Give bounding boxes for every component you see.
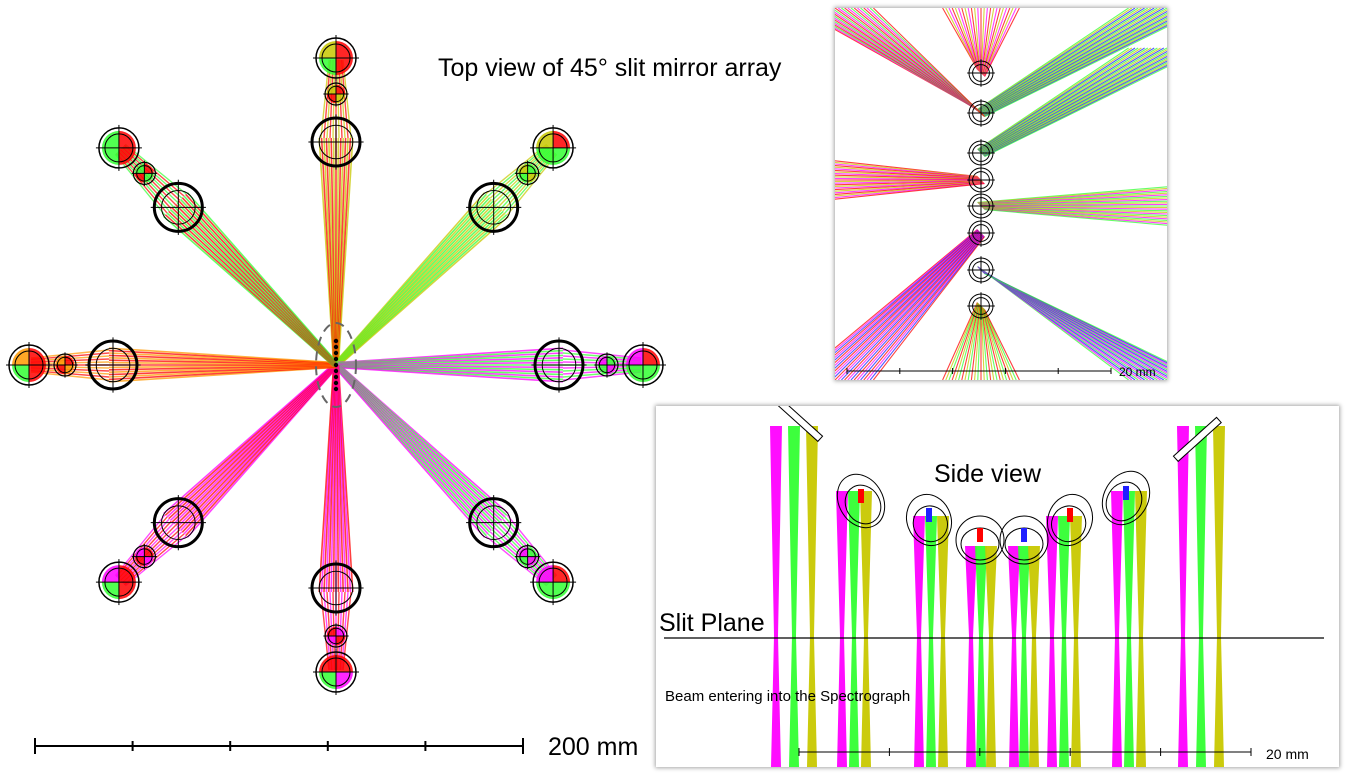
side-beam-group-2 <box>913 516 949 767</box>
large-mirror-1 <box>466 179 522 235</box>
side-view-beams <box>770 426 1225 767</box>
main-title: Top view of 45° slit mirror array <box>438 54 782 82</box>
slit-mirror-dot <box>333 362 339 368</box>
slit-plane-label: Slit Plane <box>659 609 765 637</box>
large-mirror-6 <box>85 337 141 393</box>
side-slit-mirror-4 <box>1046 493 1094 547</box>
side-beam-group-6 <box>1111 491 1147 767</box>
inset-scale-bar <box>846 368 1112 374</box>
inset-slit-mirror-1 <box>967 99 995 127</box>
outer-mirror-3 <box>530 559 577 606</box>
side-slit-mirror-2 <box>955 515 1005 565</box>
outer-mirror-0 <box>313 35 359 81</box>
slit-mirror-dot <box>333 350 339 356</box>
small-mirror-7 <box>131 160 158 187</box>
outer-mirror-2 <box>620 342 666 388</box>
inset-bundle-6 <box>977 265 1167 380</box>
side-scale-bar <box>798 748 1252 756</box>
outer-mirror-6 <box>6 342 52 388</box>
small-mirror-2 <box>594 352 620 378</box>
slit-mirror-dot <box>333 344 339 350</box>
side-beam-group-3 <box>965 546 997 767</box>
side-view-diagram <box>664 406 1324 767</box>
large-mirror-2 <box>531 337 587 393</box>
inset-scale-label: 20 mm <box>1119 365 1156 379</box>
inset-bundle-5 <box>835 228 986 380</box>
left-fold-mirror <box>774 406 824 443</box>
inset-slit-mirror-0 <box>967 59 995 87</box>
side-view-title: Side view <box>934 460 1041 488</box>
inset-ray-bundles <box>835 8 1167 380</box>
inset-slit-mirror-6 <box>967 256 995 284</box>
inset-bundle-3 <box>835 160 985 200</box>
side-slit-mirror-0 <box>836 473 886 529</box>
small-mirror-3 <box>514 543 541 570</box>
inset-slit-mirror-5 <box>967 219 995 247</box>
side-view-inset: Side view Slit Plane Beam entering into … <box>656 406 1339 767</box>
side-slit-mirror-1 <box>905 493 953 547</box>
small-mirror-6 <box>52 352 78 378</box>
slit-mirror-dot <box>333 380 339 386</box>
top-view-diagram <box>6 35 666 754</box>
large-mirror-4 <box>308 560 364 616</box>
top-view-zoom-inset: 20 mm <box>835 8 1167 380</box>
inset-slit-mirror-7 <box>967 292 995 320</box>
side-slit-mirror-3 <box>999 515 1049 565</box>
inset-slit-mirror-2 <box>967 139 995 167</box>
small-mirror-1 <box>514 160 541 187</box>
zoom-inset-diagram <box>835 8 1167 380</box>
large-mirror-3 <box>466 495 522 551</box>
slit-mirror-dot <box>333 386 339 392</box>
side-scale-label: 20 mm <box>1266 746 1309 762</box>
inset-bundle-4 <box>977 186 1167 226</box>
inset-slit-mirror-3 <box>967 166 995 194</box>
right-fold-mirror <box>1172 416 1222 463</box>
main-scale-label: 200 mm <box>548 733 639 761</box>
outer-mirror-1 <box>530 124 577 171</box>
side-beam-group-1 <box>836 491 872 767</box>
large-mirror-5 <box>150 495 206 551</box>
inset-bundle-2 <box>835 8 985 117</box>
small-mirror-0 <box>323 81 349 107</box>
outer-mirror-5 <box>95 559 142 606</box>
side-slit-mirror-5 <box>1101 470 1151 526</box>
outer-mirror-4 <box>313 649 359 695</box>
side-beam-group-0 <box>770 426 818 767</box>
slit-mirror-dot <box>333 356 339 362</box>
side-beam-group-5 <box>1046 516 1082 767</box>
slit-mirror-dot <box>333 338 339 344</box>
slit-mirror-dot <box>333 374 339 380</box>
small-mirror-5 <box>131 543 158 570</box>
large-mirror-0 <box>308 114 364 170</box>
inset-bundle-1 <box>977 47 1167 158</box>
inset-bundle-0 <box>977 8 1167 118</box>
large-mirror-7 <box>150 179 206 235</box>
slit-mirror-dot <box>333 368 339 374</box>
beam-label: Beam entering into the Spectrograph <box>665 688 911 705</box>
small-mirror-4 <box>323 623 349 649</box>
side-beam-group-7 <box>1177 426 1225 767</box>
slit-region-marker <box>315 322 357 408</box>
outer-mirror-7 <box>95 124 142 171</box>
main-scale-bar <box>34 738 524 754</box>
inset-slit-mirror-4 <box>967 192 995 220</box>
side-beam-group-4 <box>1008 546 1040 767</box>
